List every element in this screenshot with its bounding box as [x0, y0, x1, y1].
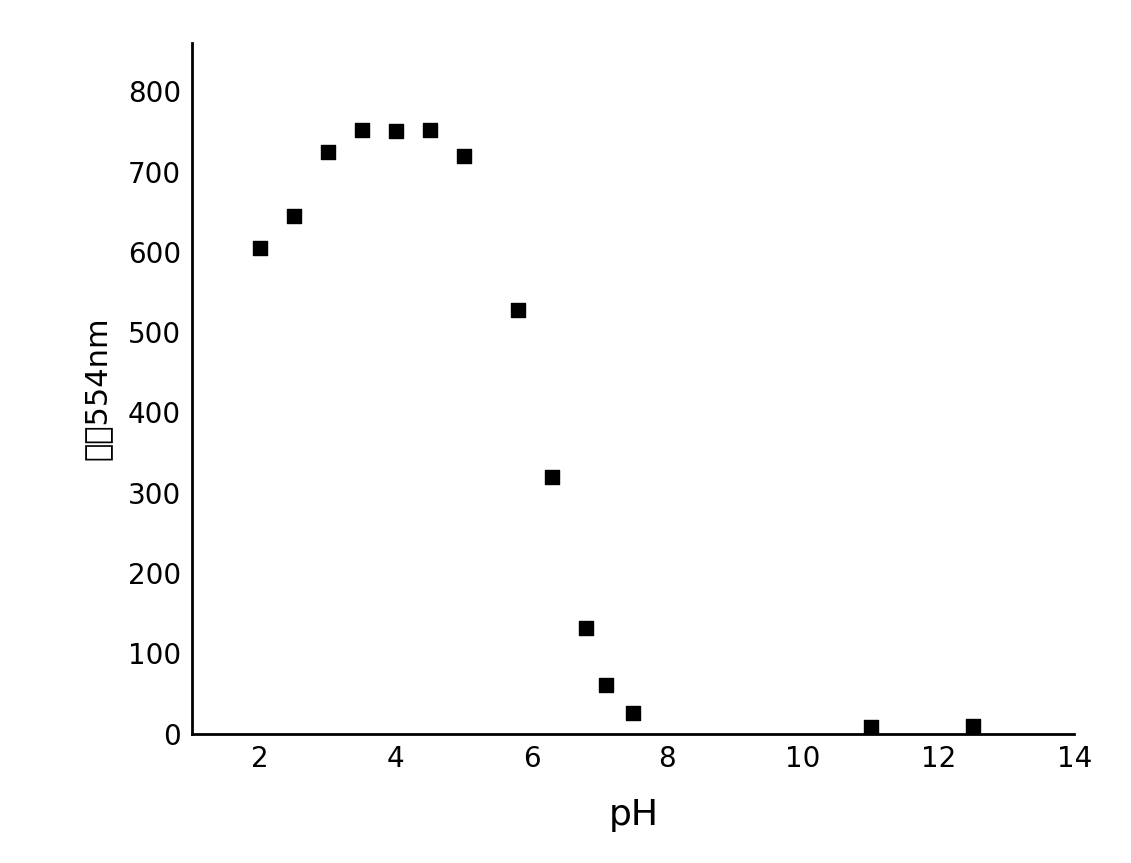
Point	[421, 123, 439, 136]
Y-axis label: 强度554nm: 强度554nm	[83, 317, 111, 460]
Point	[251, 241, 269, 255]
Point	[509, 303, 527, 317]
Point	[387, 124, 405, 138]
Point	[319, 145, 337, 159]
Point	[597, 678, 615, 692]
Point	[455, 148, 473, 162]
Point	[577, 620, 595, 634]
Point	[964, 719, 982, 733]
Point	[624, 707, 642, 721]
Point	[543, 469, 561, 483]
X-axis label: pH: pH	[608, 797, 658, 832]
Point	[353, 123, 371, 136]
Point	[862, 721, 880, 734]
Point	[285, 209, 303, 223]
